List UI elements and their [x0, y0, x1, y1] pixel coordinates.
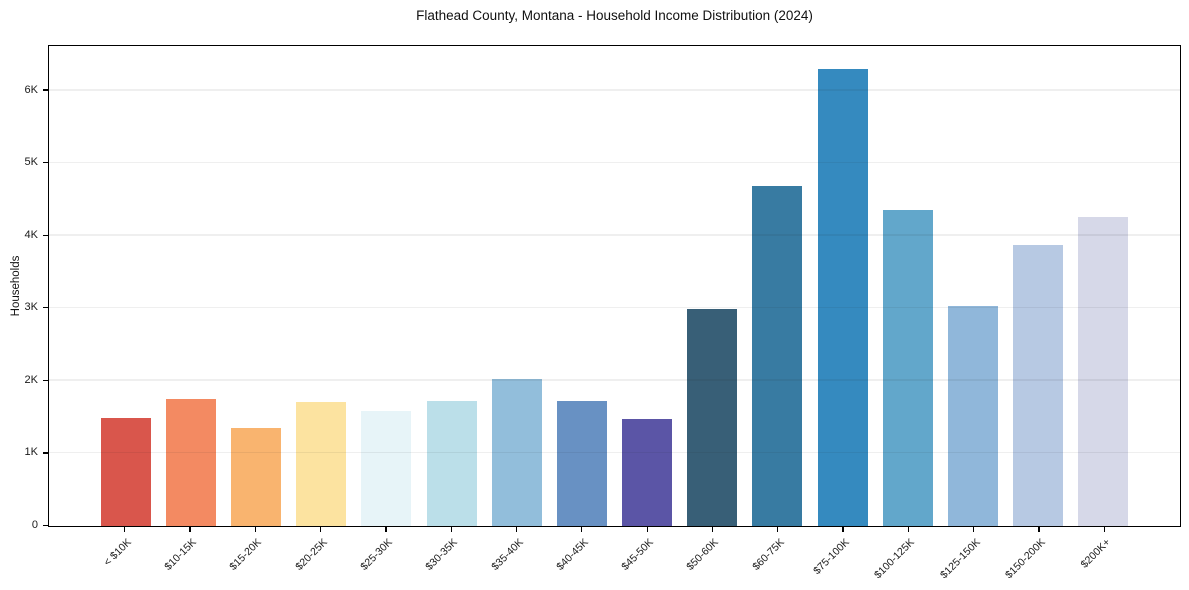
bar-cell [93, 46, 158, 526]
x-tick-mark [189, 527, 191, 532]
bar-$20-25K [296, 401, 347, 526]
x-tick-mark [124, 527, 126, 532]
bar-$15-20K [230, 427, 281, 526]
x-tick-mark [711, 527, 714, 532]
bar-$30-35K [426, 401, 477, 526]
x-tick-mark [319, 527, 322, 532]
bar-cell [615, 46, 680, 526]
bar-cell [680, 46, 745, 526]
bar-< $10K [100, 418, 151, 526]
bar-$25-30K [361, 411, 412, 526]
bar-$45-50K [622, 419, 673, 526]
gridline-4K [49, 234, 1180, 236]
plot-area [48, 45, 1181, 527]
x-tick-mark [1103, 527, 1105, 532]
y-tick-mark [43, 379, 48, 382]
bar-$100-125K [882, 209, 933, 526]
bar-$40-45K [556, 400, 607, 526]
x-tick-mark [254, 527, 256, 532]
x-tick-label-< $10K: < $10K [101, 536, 134, 569]
x-tick-mark [515, 527, 518, 532]
x-tick-mark [907, 527, 910, 532]
x-tick-mark [450, 527, 452, 532]
bar-cell [875, 46, 940, 526]
x-tick-mark [581, 527, 583, 532]
y-tick-mark [43, 162, 48, 164]
bar-$125-150K [948, 306, 999, 526]
y-tick-mark [43, 452, 48, 454]
bar-cell [745, 46, 810, 526]
bar-$60-75K [752, 185, 803, 526]
x-tick-mark [385, 527, 387, 532]
y-tick-mark [43, 234, 48, 236]
y-tick-mark [43, 307, 48, 309]
x-tick-mark [973, 527, 975, 532]
chart-title: Flathead County, Montana - Household Inc… [416, 8, 813, 23]
y-tick-label-5K: 5K [24, 156, 38, 169]
y-tick-label-2K: 2K [24, 373, 38, 386]
bar-cell [940, 46, 1005, 526]
gridline-2K [49, 379, 1180, 381]
bar-cell [223, 46, 288, 526]
x-tick-mark [777, 527, 779, 532]
y-tick-mark [43, 524, 48, 527]
y-tick-mark [43, 89, 48, 91]
bar-$50-60K [687, 309, 738, 526]
y-tick-label-3K: 3K [24, 301, 38, 314]
gridline-6K [49, 89, 1180, 91]
bar-$10-15K [165, 399, 216, 526]
x-tick-mark [646, 527, 648, 532]
bar-cell [289, 46, 354, 526]
gridline-1K [49, 451, 1180, 454]
bar-cell [354, 46, 419, 526]
bar-cell [419, 46, 484, 526]
bar-$35-40K [491, 379, 542, 526]
x-tick-mark [842, 527, 844, 532]
bar-cell [484, 46, 549, 526]
gridline-5K [49, 161, 1180, 164]
bar-cell [1071, 46, 1136, 526]
bar-cell [158, 46, 223, 526]
bar-cell [810, 46, 875, 526]
bar-cell [549, 46, 614, 526]
gridline-3K [49, 306, 1180, 309]
bars-row [49, 46, 1180, 526]
y-tick-label-4K: 4K [24, 228, 38, 241]
y-tick-label-0: 0 [31, 519, 38, 531]
y-tick-label-1K: 1K [24, 446, 38, 459]
x-tick-mark [1038, 527, 1040, 532]
bar-cell [1006, 46, 1071, 526]
bar-$75-100K [817, 69, 868, 526]
y-tick-label-6K: 6K [24, 83, 38, 96]
bar-$200K+ [1078, 216, 1129, 526]
bar-$150-200K [1013, 245, 1064, 526]
